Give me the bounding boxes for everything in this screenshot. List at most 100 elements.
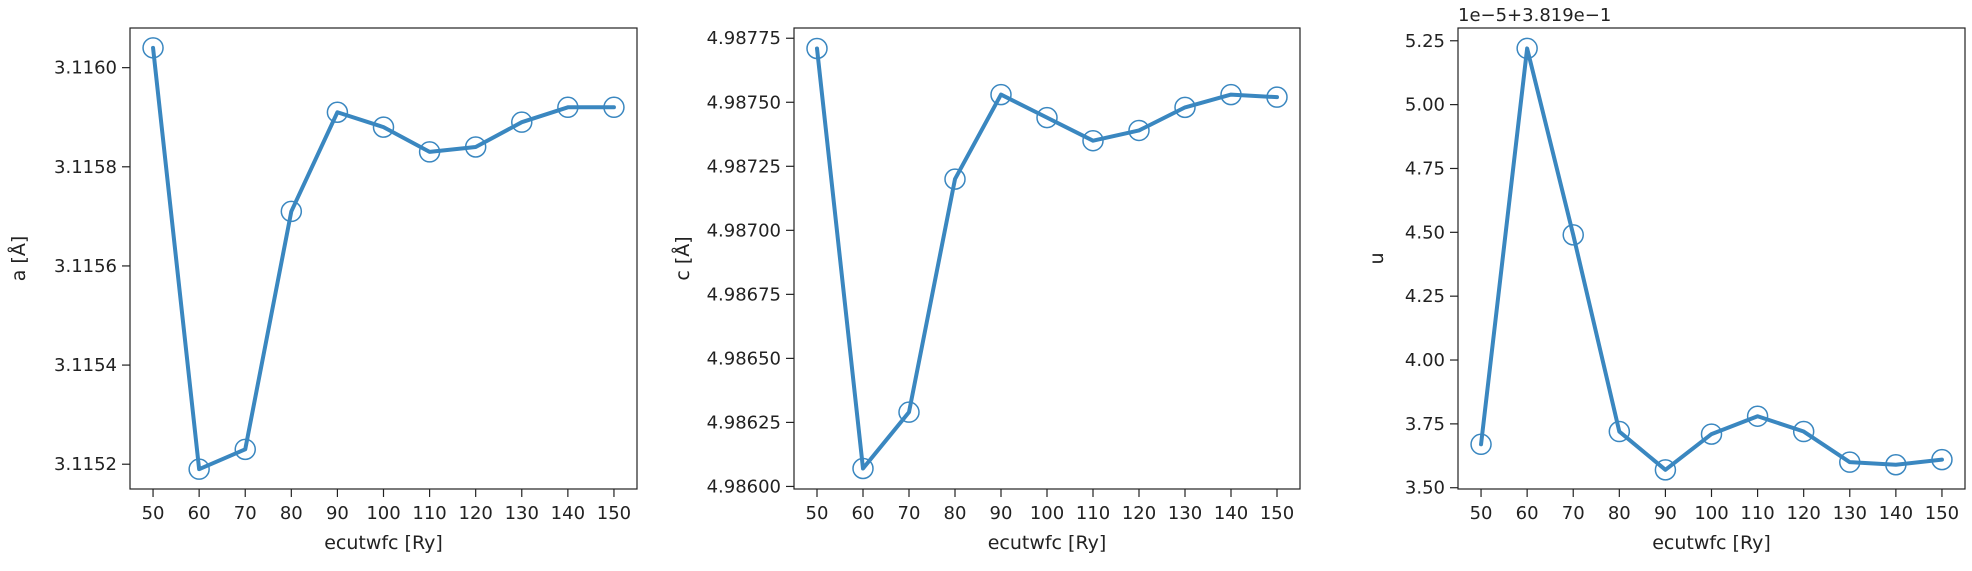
data-point	[234, 438, 256, 461]
x-axis-label: ecutwfc [Ry]	[1652, 532, 1771, 554]
data-point	[1036, 106, 1058, 129]
data-point	[944, 168, 966, 190]
series-line	[151, 45, 616, 472]
x-tick-label: 150	[1260, 503, 1294, 524]
data-point	[1839, 451, 1861, 473]
y-tick-label: 3.1154	[54, 355, 117, 376]
data-point	[372, 116, 395, 138]
y-tick-label: 3.1158	[54, 157, 117, 178]
data-point	[1931, 448, 1953, 471]
plot-frame	[129, 27, 638, 490]
y-tick-label: 4.98775	[707, 28, 781, 49]
y-tick-label: 4.25	[1405, 286, 1445, 307]
x-tick-label: 60	[1516, 503, 1539, 524]
data-point	[806, 37, 828, 60]
y-axis-label: u	[1366, 252, 1388, 264]
data-point	[1792, 420, 1815, 443]
y-tick-label: 4.98725	[707, 156, 781, 177]
y-tick-label: 4.98600	[707, 476, 781, 497]
y-tick-label: 4.50	[1405, 222, 1445, 243]
data-point	[1174, 96, 1196, 119]
x-tick-label: 90	[990, 503, 1013, 524]
x-tick-label: 100	[1694, 503, 1728, 524]
data-point	[188, 458, 210, 480]
series-line	[1479, 46, 1944, 472]
y-tick-label: 3.1152	[54, 454, 117, 475]
data-point	[1562, 224, 1584, 246]
data-point	[1220, 83, 1242, 106]
y-tick-label: 3.1160	[54, 58, 117, 79]
data-point	[1654, 459, 1677, 481]
y-tick-label: 4.00	[1405, 350, 1445, 371]
plot-frame	[1457, 27, 1966, 490]
data-point	[142, 37, 164, 59]
x-tick-label: 100	[366, 503, 400, 524]
y-tick-label: 4.98675	[707, 284, 781, 305]
data-point	[1128, 119, 1150, 142]
offset-label: 1e−5+3.819e−1	[1458, 5, 1611, 26]
data-point	[511, 111, 533, 133]
data-point	[1608, 420, 1631, 443]
x-tick-label: 120	[459, 503, 493, 524]
data-point	[1082, 129, 1104, 152]
x-tick-label: 130	[1168, 503, 1202, 524]
x-tick-label: 50	[142, 503, 165, 524]
x-tick-label: 80	[944, 503, 967, 524]
data-point	[1885, 453, 1907, 476]
x-tick-label: 110	[1740, 503, 1774, 524]
data-point	[1266, 86, 1288, 108]
data-point	[1746, 405, 1769, 427]
y-tick-label: 4.75	[1405, 158, 1445, 179]
x-tick-label: 110	[412, 503, 446, 524]
x-tick-label: 140	[1879, 503, 1913, 524]
data-point	[603, 96, 625, 119]
y-axis-label: a [Å]	[7, 236, 30, 282]
data-point	[1700, 423, 1723, 445]
x-tick-label: 80	[280, 503, 303, 524]
x-tick-label: 130	[505, 503, 539, 524]
data-point	[326, 101, 349, 124]
y-tick-label: 3.1156	[54, 256, 117, 277]
x-axis-label: ecutwfc [Ry]	[988, 532, 1107, 554]
series-line	[815, 46, 1279, 471]
x-tick-label: 70	[898, 503, 921, 524]
x-tick-label: 50	[1470, 503, 1493, 524]
data-point	[280, 200, 303, 223]
x-tick-label: 140	[1214, 503, 1248, 524]
x-tick-label: 140	[551, 503, 585, 524]
y-tick-label: 5.00	[1405, 95, 1445, 116]
data-point	[990, 83, 1012, 106]
y-tick-label: 4.98700	[707, 220, 781, 241]
x-tick-label: 50	[806, 503, 829, 524]
x-tick-label: 80	[1608, 503, 1631, 524]
y-tick-label: 5.25	[1405, 31, 1445, 52]
data-point	[557, 96, 579, 119]
y-tick-label: 3.50	[1405, 478, 1445, 499]
x-tick-label: 70	[234, 503, 257, 524]
y-tick-label: 4.98750	[707, 92, 781, 113]
x-tick-label: 120	[1787, 503, 1821, 524]
x-tick-label: 70	[1562, 503, 1585, 524]
y-tick-label: 3.75	[1405, 414, 1445, 435]
x-tick-label: 130	[1833, 503, 1867, 524]
x-tick-label: 120	[1122, 503, 1156, 524]
y-axis-label: c [Å]	[671, 236, 694, 280]
x-axis-label: ecutwfc [Ry]	[324, 532, 443, 554]
x-tick-label: 90	[326, 503, 349, 524]
x-tick-label: 100	[1030, 503, 1064, 524]
data-point	[418, 141, 441, 163]
x-tick-label: 90	[1654, 503, 1677, 524]
data-point	[1470, 433, 1492, 456]
x-tick-label: 110	[1076, 503, 1110, 524]
y-tick-label: 4.98625	[707, 412, 781, 433]
data-point	[898, 401, 920, 423]
x-tick-label: 150	[1925, 503, 1959, 524]
data-point	[852, 457, 874, 480]
x-tick-label: 150	[597, 503, 631, 524]
y-tick-label: 4.98650	[707, 348, 781, 369]
data-point	[1516, 37, 1538, 60]
x-tick-label: 60	[188, 503, 211, 524]
data-point	[464, 136, 487, 158]
x-tick-label: 60	[852, 503, 875, 524]
